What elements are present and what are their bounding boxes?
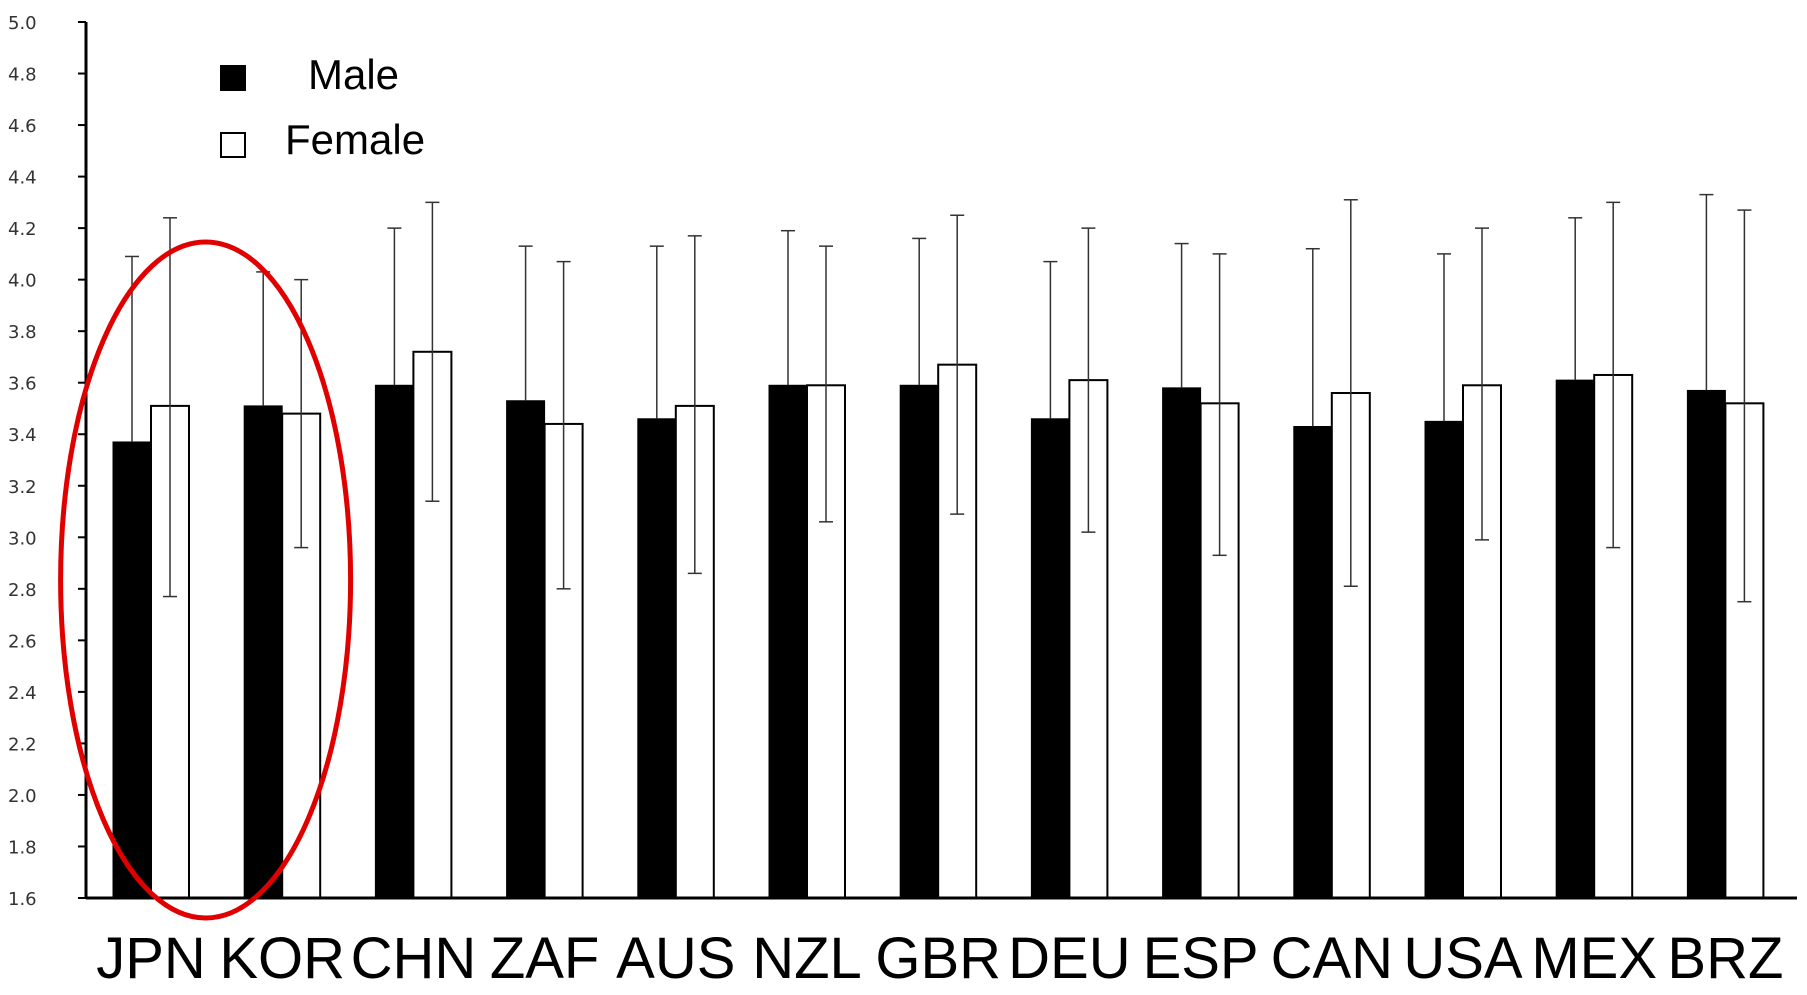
bar-male-chn: [374, 384, 414, 899]
legend-swatch-female: [220, 132, 246, 158]
highlight-ellipse: [58, 239, 354, 921]
y-tick-label: 4.2: [8, 219, 37, 240]
y-tick-label: 2.6: [8, 631, 37, 652]
bar-male-gbr: [899, 384, 939, 899]
x-tick-label-usa: USA: [1403, 926, 1523, 991]
bar-male-usa: [1424, 420, 1464, 899]
x-tick-label-esp: ESP: [1143, 926, 1259, 991]
bar-male-nzl: [768, 384, 808, 899]
bar-male-kor: [243, 405, 283, 899]
bar-male-can: [1293, 426, 1333, 899]
bar-male-brz: [1686, 389, 1726, 899]
bar-male-mex: [1555, 379, 1595, 899]
y-tick-label: 4.4: [8, 168, 37, 189]
x-tick-label-jpn: JPN: [96, 926, 206, 991]
y-tick-label: 1.8: [8, 837, 37, 858]
x-tick-label-mex: MEX: [1531, 926, 1657, 991]
y-tick-label: 2.8: [8, 580, 37, 601]
bars: [112, 350, 1765, 900]
y-tick-label: 2.2: [8, 734, 37, 755]
bar-male-esp: [1162, 387, 1202, 899]
bar-male-jpn: [112, 441, 152, 899]
y-tick-label: 2.4: [8, 683, 37, 704]
y-axis-ticks: 1.6 1.8 2.0 2.2 2.4 2.6 2.8 3.0 3.2 3.4 3.6 3.8 4.0 4…: [8, 13, 86, 910]
bar-male-zaf: [506, 400, 546, 899]
y-tick-label: 3.6: [8, 374, 37, 395]
y-tick-label: 3.8: [8, 322, 37, 343]
y-tick-label: 4.6: [8, 116, 37, 137]
bar-male-aus: [637, 418, 677, 899]
x-tick-label-aus: AUS: [616, 926, 735, 991]
bar-male-deu: [1030, 418, 1070, 899]
y-tick-label: 2.0: [8, 786, 37, 807]
y-tick-label: 5.0: [8, 13, 37, 34]
x-tick-label-can: CAN: [1271, 926, 1393, 991]
legend: Male Female: [220, 51, 425, 163]
y-tick-label: 3.2: [8, 477, 37, 498]
x-tick-label-kor: KOR: [219, 926, 345, 991]
x-tick-label-brz: BRZ: [1667, 926, 1783, 991]
x-tick-label-nzl: NZL: [752, 926, 862, 991]
x-tick-label-chn: CHN: [351, 926, 477, 991]
error-bars: [125, 193, 1752, 603]
legend-swatch-male: [220, 65, 246, 91]
y-tick-label: 4.0: [8, 271, 37, 292]
y-tick-label: 4.8: [8, 65, 37, 86]
legend-label-female: Female: [285, 116, 425, 163]
x-tick-label-zaf: ZAF: [490, 926, 600, 991]
y-tick-label: 3.0: [8, 528, 37, 549]
x-tick-label-deu: DEU: [1008, 926, 1130, 991]
y-tick-label: 3.4: [8, 425, 37, 446]
x-axis-labels: JPN KOR CHN ZAF AUS NZL GBR DEU ESP CAN USA MEX BRZ: [96, 926, 1783, 991]
legend-label-male: Male: [308, 51, 399, 98]
y-tick-label: 1.6: [8, 889, 37, 910]
x-tick-label-gbr: GBR: [875, 926, 1001, 991]
